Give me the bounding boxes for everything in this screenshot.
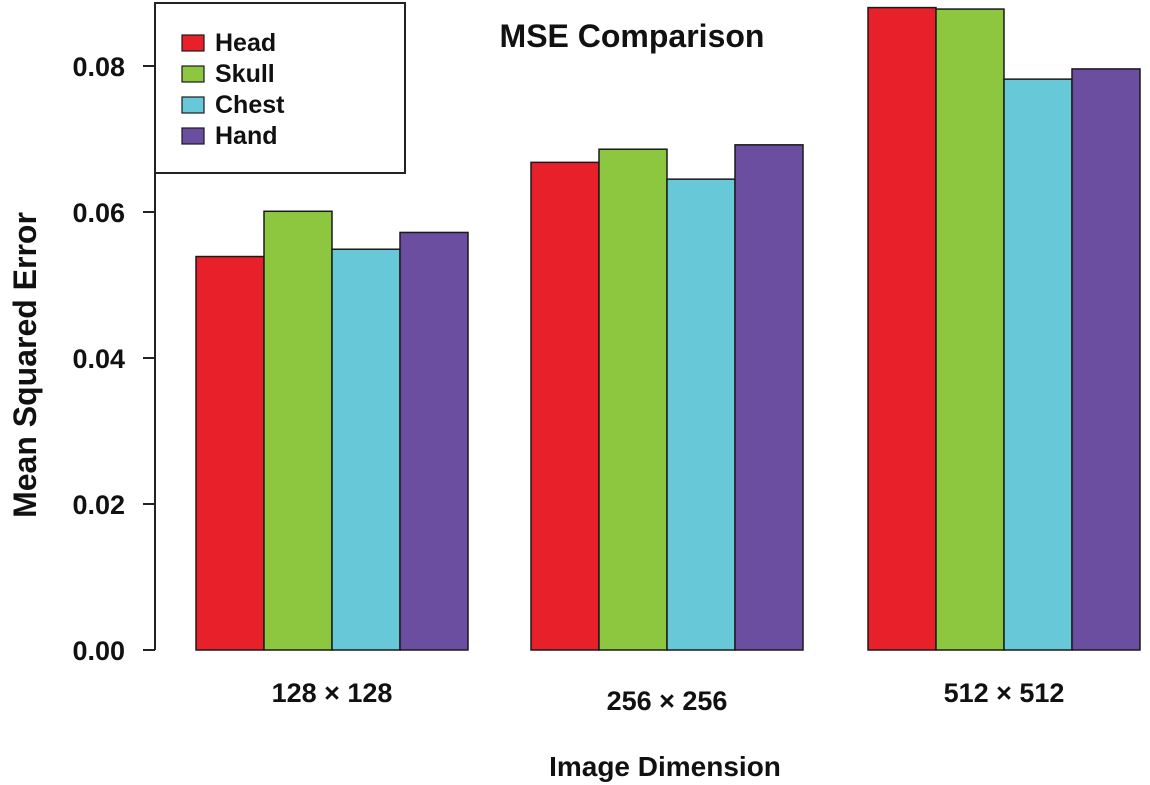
legend-label-hand: Hand [215, 122, 278, 150]
bar-head-2 [530, 161, 600, 651]
x-tick-label: 512 × 512 [944, 678, 1065, 708]
legend-label-head: Head [215, 29, 276, 57]
bar-chest-1 [331, 248, 401, 651]
y-axis-label: Mean Squared Error [7, 212, 43, 518]
y-tick-label: 0.04 [72, 344, 125, 374]
bar-hand-1 [399, 231, 469, 651]
x-axis-label: Image Dimension [549, 751, 781, 782]
legend-swatch-skull [181, 65, 205, 83]
legend-swatch-chest [181, 96, 205, 114]
legend-swatch-hand [181, 127, 205, 145]
y-axis: 0.00 0.02 0.04 0.06 0.08 [72, 52, 156, 666]
bar-chest-2 [666, 178, 736, 651]
y-tick-label: 0.08 [72, 52, 125, 82]
x-tick-label: 256 × 256 [607, 686, 728, 716]
bar-skull-3 [935, 8, 1005, 651]
legend-swatch-head [181, 34, 205, 52]
y-tick-label: 0.00 [72, 636, 125, 666]
chart-title: MSE Comparison [500, 18, 765, 54]
bar-head-1 [195, 255, 265, 651]
legend-box [154, 2, 406, 174]
y-tick-label: 0.06 [72, 198, 125, 228]
bar-skull-1 [263, 210, 333, 651]
x-tick-labels: 128 × 128 256 × 256 512 × 512 [272, 678, 1065, 716]
bar-hand-3 [1071, 68, 1141, 651]
bar-head-3 [867, 6, 937, 651]
bar-chest-3 [1003, 78, 1073, 651]
y-tick-label: 0.02 [72, 490, 125, 520]
bar-skull-2 [598, 148, 668, 651]
x-tick-label: 128 × 128 [272, 678, 393, 708]
bars-group [195, 6, 1141, 651]
legend-label-chest: Chest [215, 91, 285, 119]
legend: Head Skull Chest Hand [154, 2, 406, 174]
bar-hand-2 [734, 144, 804, 651]
legend-label-skull: Skull [215, 60, 275, 88]
